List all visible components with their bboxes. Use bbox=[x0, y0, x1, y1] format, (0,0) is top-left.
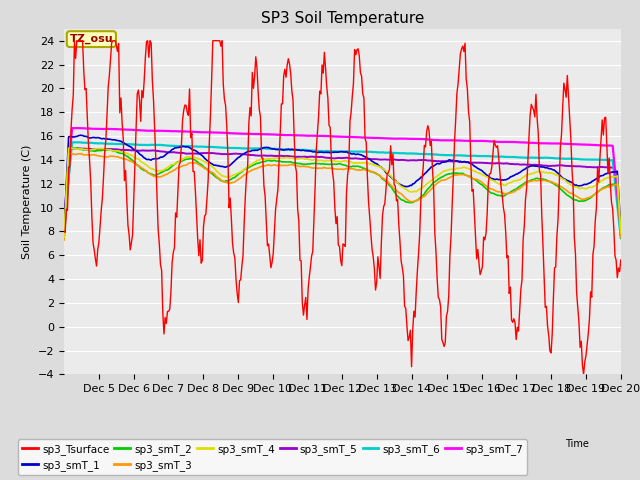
sp3_smT_3 bbox=[60, 237, 68, 243]
sp3_smT_7 bbox=[296, 132, 304, 138]
sp3_smT_1 bbox=[296, 147, 304, 153]
sp3_smT_3 bbox=[296, 164, 304, 169]
sp3_smT_2 bbox=[296, 161, 304, 167]
sp3_smT_4 bbox=[567, 182, 575, 188]
sp3_smT_5 bbox=[470, 160, 478, 166]
sp3_smT_4 bbox=[399, 185, 407, 191]
sp3_smT_1 bbox=[567, 179, 575, 185]
Line: sp3_smT_1: sp3_smT_1 bbox=[64, 135, 621, 231]
sp3_smT_4 bbox=[373, 163, 381, 168]
sp3_Tsurface bbox=[234, 300, 242, 305]
Line: sp3_smT_7: sp3_smT_7 bbox=[64, 128, 621, 230]
sp3_smT_1 bbox=[399, 183, 407, 189]
sp3_smT_7 bbox=[470, 138, 478, 144]
sp3_smT_1 bbox=[373, 161, 381, 167]
sp3_smT_4 bbox=[66, 145, 74, 151]
sp3_smT_2 bbox=[470, 176, 478, 182]
sp3_smT_6 bbox=[373, 149, 381, 155]
sp3_smT_7 bbox=[567, 141, 575, 147]
sp3_smT_2 bbox=[60, 235, 68, 240]
sp3_Tsurface bbox=[296, 257, 304, 263]
sp3_smT_1 bbox=[234, 155, 242, 160]
sp3_smT_2 bbox=[567, 194, 575, 200]
sp3_smT_6 bbox=[234, 145, 242, 151]
Line: sp3_smT_3: sp3_smT_3 bbox=[64, 154, 621, 240]
sp3_smT_6 bbox=[567, 156, 575, 162]
sp3_smT_5 bbox=[60, 235, 68, 240]
sp3_smT_3 bbox=[234, 177, 242, 182]
sp3_smT_3 bbox=[470, 176, 478, 182]
sp3_smT_6 bbox=[399, 150, 407, 156]
sp3_smT_7 bbox=[373, 135, 381, 141]
sp3_Tsurface bbox=[567, 135, 575, 141]
sp3_smT_4 bbox=[617, 229, 625, 235]
Text: Time: Time bbox=[565, 439, 589, 449]
sp3_smT_2 bbox=[73, 145, 81, 151]
sp3_smT_7 bbox=[72, 125, 79, 131]
sp3_smT_5 bbox=[567, 163, 575, 169]
sp3_smT_7 bbox=[60, 218, 68, 224]
Text: TZ_osu: TZ_osu bbox=[70, 34, 113, 44]
sp3_Tsurface bbox=[617, 257, 625, 263]
sp3_smT_2 bbox=[399, 197, 407, 203]
sp3_smT_3 bbox=[67, 151, 75, 156]
Line: sp3_smT_2: sp3_smT_2 bbox=[64, 148, 621, 238]
sp3_smT_6 bbox=[470, 153, 478, 159]
sp3_smT_6 bbox=[296, 147, 304, 153]
sp3_smT_5 bbox=[68, 145, 76, 151]
Line: sp3_smT_5: sp3_smT_5 bbox=[64, 148, 621, 238]
sp3_smT_3 bbox=[373, 171, 381, 177]
sp3_smT_6 bbox=[617, 235, 625, 241]
sp3_smT_3 bbox=[617, 234, 625, 240]
sp3_smT_5 bbox=[373, 156, 381, 162]
sp3_smT_4 bbox=[470, 168, 478, 174]
sp3_Tsurface bbox=[373, 279, 381, 285]
Line: sp3_Tsurface: sp3_Tsurface bbox=[64, 41, 621, 374]
sp3_Tsurface bbox=[399, 273, 407, 279]
sp3_smT_4 bbox=[296, 156, 304, 161]
sp3_smT_1 bbox=[470, 163, 478, 169]
sp3_smT_7 bbox=[234, 131, 242, 136]
sp3_Tsurface bbox=[73, 38, 81, 44]
sp3_smT_7 bbox=[399, 136, 407, 142]
sp3_smT_5 bbox=[399, 157, 407, 163]
sp3_Tsurface bbox=[60, 228, 68, 234]
sp3_smT_1 bbox=[60, 228, 68, 234]
sp3_smT_2 bbox=[617, 235, 625, 240]
Title: SP3 Soil Temperature: SP3 Soil Temperature bbox=[260, 11, 424, 26]
sp3_Tsurface bbox=[580, 371, 588, 377]
sp3_smT_4 bbox=[60, 235, 68, 240]
sp3_smT_5 bbox=[617, 231, 625, 237]
sp3_smT_7 bbox=[617, 228, 625, 233]
Legend: sp3_Tsurface, sp3_smT_1, sp3_smT_2, sp3_smT_3, sp3_smT_4, sp3_smT_5, sp3_smT_6, : sp3_Tsurface, sp3_smT_1, sp3_smT_2, sp3_… bbox=[18, 439, 527, 475]
Line: sp3_smT_4: sp3_smT_4 bbox=[64, 148, 621, 238]
sp3_smT_3 bbox=[399, 193, 407, 199]
sp3_smT_3 bbox=[567, 191, 575, 196]
sp3_smT_4 bbox=[234, 170, 242, 176]
sp3_smT_1 bbox=[617, 227, 625, 232]
sp3_smT_5 bbox=[234, 151, 242, 157]
sp3_smT_1 bbox=[76, 132, 84, 138]
sp3_smT_5 bbox=[296, 154, 304, 160]
sp3_smT_6 bbox=[68, 139, 76, 145]
Y-axis label: Soil Temperature (C): Soil Temperature (C) bbox=[22, 144, 32, 259]
Line: sp3_smT_6: sp3_smT_6 bbox=[64, 142, 621, 238]
sp3_smT_2 bbox=[234, 171, 242, 177]
sp3_Tsurface bbox=[470, 211, 478, 216]
sp3_smT_6 bbox=[60, 226, 68, 231]
sp3_smT_2 bbox=[373, 171, 381, 177]
